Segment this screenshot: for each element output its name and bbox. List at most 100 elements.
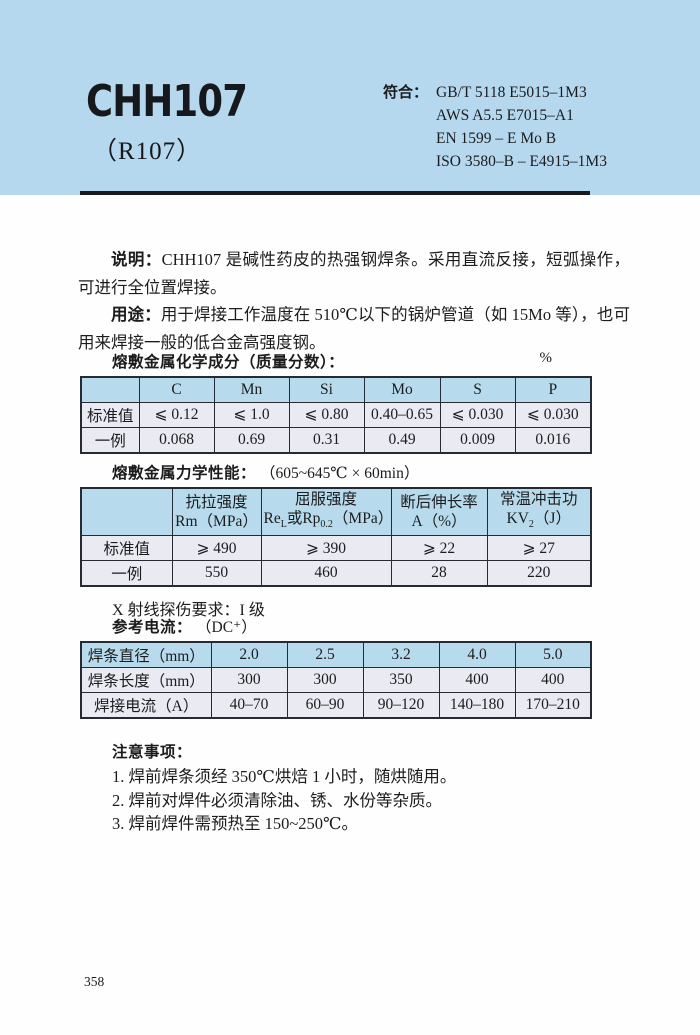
diameter-row: 焊条直径（mm） 2.0 2.5 3.2 4.0 5.0: [80, 641, 592, 668]
cell: ⩾ 490: [171, 535, 262, 562]
mechanical-example-row: 一例 550 460 28 220: [80, 560, 592, 587]
chemical-title: 熔敷金属化学成分（质量分数）：: [112, 354, 345, 371]
cell: 5.0: [514, 641, 592, 668]
standard-item-en: EN 1599 – E Mo B: [436, 130, 557, 147]
shuoming-label: 说明：: [111, 251, 162, 269]
cell: ⩽ 0.030: [514, 401, 592, 428]
mechanical-title: 熔敷金属力学性能：: [112, 465, 257, 482]
cell: ⩽ 1.0: [213, 401, 290, 428]
row-label: 一例: [80, 426, 140, 453]
length-row: 焊条长度（mm） 300 300 350 400 400: [80, 667, 592, 693]
mechanical-title-line: 熔敷金属力学性能： （605~645℃ × 60min）: [112, 461, 590, 483]
cell: ⩾ 390: [260, 535, 392, 562]
cell: 0.009: [439, 426, 516, 453]
chemical-col-header: S: [439, 376, 516, 403]
cell: 350: [362, 667, 440, 693]
chemical-example-row: 一例 0.068 0.69 0.31 0.49 0.009 0.016: [80, 426, 592, 453]
cell: 300: [286, 667, 364, 693]
mechanical-col-header: 抗拉强度 Rm（MPa）: [171, 487, 262, 537]
standards-label: 符合：: [383, 84, 429, 101]
chemical-col-header: C: [138, 376, 215, 403]
shuoming-text: CHH107 是碱性药皮的热强钢焊条。采用直流反接，短弧操作，可进行全位置焊接。: [78, 250, 631, 297]
cell: ⩾ 27: [486, 535, 592, 562]
note-item-3: 3. 焊前焊件需预热至 150~250℃。: [112, 814, 359, 833]
cell: 0.49: [363, 426, 441, 453]
chemical-col-header: Mo: [363, 376, 441, 403]
chemical-standard-row: 标准值 ⩽ 0.12 ⩽ 1.0 ⩽ 0.80 0.40–0.65 ⩽ 0.03…: [80, 401, 592, 428]
cell: 170–210: [514, 692, 592, 719]
mechanical-corner-cell: [80, 487, 173, 537]
yongtu-text: 用于焊接工作温度在 510℃以下的锅炉管道（如 15Mo 等），也可用来焊接一般…: [78, 305, 630, 352]
product-model-title: CHH107: [86, 76, 248, 127]
cell: 0.31: [288, 426, 365, 453]
row-label: 一例: [80, 560, 173, 587]
chemical-section: 熔敷金属化学成分（质量分数）： % C Mn Si Mo S P 标准值 ⩽ 0…: [80, 350, 592, 454]
standard-item-iso: ISO 3580–B – E4915–1M3: [436, 153, 607, 170]
cell: 400: [514, 667, 592, 693]
current-table: 焊条直径（mm） 2.0 2.5 3.2 4.0 5.0 焊条长度（mm） 30…: [80, 641, 592, 719]
cell: 460: [260, 560, 392, 587]
standard-item-aws: AWS A5.5 E7015–A1: [436, 107, 574, 124]
row-label: 标准值: [80, 401, 140, 428]
mechanical-col-header: 常温冲击功 KV2（J）: [486, 487, 592, 537]
xray-requirement: X 射线探伤要求：I 级: [112, 602, 265, 620]
divider-rule: [80, 191, 590, 195]
note-item-2: 2. 焊前对焊件必须清除油、锈、水份等杂质。: [112, 790, 442, 810]
mechanical-col-header: 断后伸长率 A（%）: [390, 487, 488, 537]
row-label: 标准值: [80, 535, 173, 562]
cell: 2.0: [210, 641, 288, 668]
mechanical-condition: （605~645℃ × 60min）: [260, 465, 420, 482]
mechanical-header-row: 抗拉强度 Rm（MPa） 屈服强度 ReL或Rp0.2（MPa） 断后伸长率 A（%）…: [80, 487, 592, 537]
cell: 0.016: [514, 426, 592, 453]
notes-title: 注意事项：: [112, 744, 193, 761]
current-section: 参考电流： （DC⁺） 焊条直径（mm） 2.0 2.5 3.2 4.0 5.0…: [80, 615, 592, 719]
standards-list: GB/T 5118 E5015–1M3 AWS A5.5 E7015–A1 EN…: [436, 81, 607, 173]
chemical-corner-cell: [80, 376, 140, 403]
chemical-unit: %: [539, 350, 553, 366]
mechanical-section: 熔敷金属力学性能： （605~645℃ × 60min） 抗拉强度 Rm（MPa）…: [80, 461, 592, 620]
note-item-1: 1. 焊前焊条须经 350℃烘焙 1 小时，随烘随用。: [112, 767, 457, 786]
standard-item-gbt: GB/T 5118 E5015–1M3: [436, 84, 587, 101]
cell: 40–70: [210, 692, 288, 719]
mechanical-standard-row: 标准值 ⩾ 490 ⩾ 390 ⩾ 22 ⩾ 27: [80, 535, 592, 562]
cell: 28: [390, 560, 488, 587]
chemical-col-header: P: [514, 376, 592, 403]
amperage-row: 焊接电流（A） 40–70 60–90 90–120 140–180 170–2…: [80, 692, 592, 719]
header-band: CHH107 （R107） 符合： GB/T 5118 E5015–1M3 AW…: [0, 0, 700, 195]
row-label: 焊接电流（A）: [80, 692, 212, 719]
mechanical-table: 抗拉强度 Rm（MPa） 屈服强度 ReL或Rp0.2（MPa） 断后伸长率 A（%）…: [80, 487, 592, 588]
description-block: 说明：CHH107 是碱性药皮的热强钢焊条。采用直流反接，短弧操作，可进行全位置…: [78, 246, 630, 356]
cell: 0.40–0.65: [363, 401, 441, 428]
page-number: 358: [84, 974, 105, 989]
cell: ⩾ 22: [390, 535, 488, 562]
product-alt-model: （R107）: [92, 138, 203, 165]
yongtu-label: 用途：: [111, 306, 161, 324]
cell: 550: [171, 560, 262, 587]
cell: ⩽ 0.12: [138, 401, 215, 428]
row-label: 焊条长度（mm）: [80, 667, 212, 693]
cell: 0.068: [138, 426, 215, 453]
cell: 140–180: [438, 692, 516, 719]
cell: 220: [486, 560, 592, 587]
cell: 0.69: [213, 426, 290, 453]
cell: ⩽ 0.80: [288, 401, 365, 428]
cell: ⩽ 0.030: [439, 401, 516, 428]
cell: 2.5: [286, 641, 364, 668]
cell: 300: [210, 667, 288, 693]
cell: 4.0: [438, 641, 516, 668]
current-condition: （DC⁺）: [196, 619, 257, 636]
cell: 400: [438, 667, 516, 693]
cell: 3.2: [362, 641, 440, 668]
paragraph-shuoming: 说明：CHH107 是碱性药皮的热强钢焊条。采用直流反接，短弧操作，可进行全位置…: [78, 246, 630, 301]
chemical-col-header: Mn: [213, 376, 290, 403]
chemical-title-line: 熔敷金属化学成分（质量分数）： %: [112, 350, 590, 372]
paragraph-yongtu: 用途：用于焊接工作温度在 510℃以下的锅炉管道（如 15Mo 等），也可用来焊…: [78, 301, 630, 356]
row-label: 焊条直径（mm）: [80, 641, 212, 668]
standards-block: 符合： GB/T 5118 E5015–1M3 AWS A5.5 E7015–A…: [383, 81, 607, 173]
current-title-line: 参考电流： （DC⁺）: [112, 615, 590, 637]
notes-section: 注意事项： 1. 焊前焊条须经 350℃烘焙 1 小时，随烘随用。 2. 焊前对…: [80, 740, 620, 836]
cell: 60–90: [286, 692, 364, 719]
mechanical-col-header: 屈服强度 ReL或Rp0.2（MPa）: [260, 487, 392, 537]
cell: 90–120: [362, 692, 440, 719]
